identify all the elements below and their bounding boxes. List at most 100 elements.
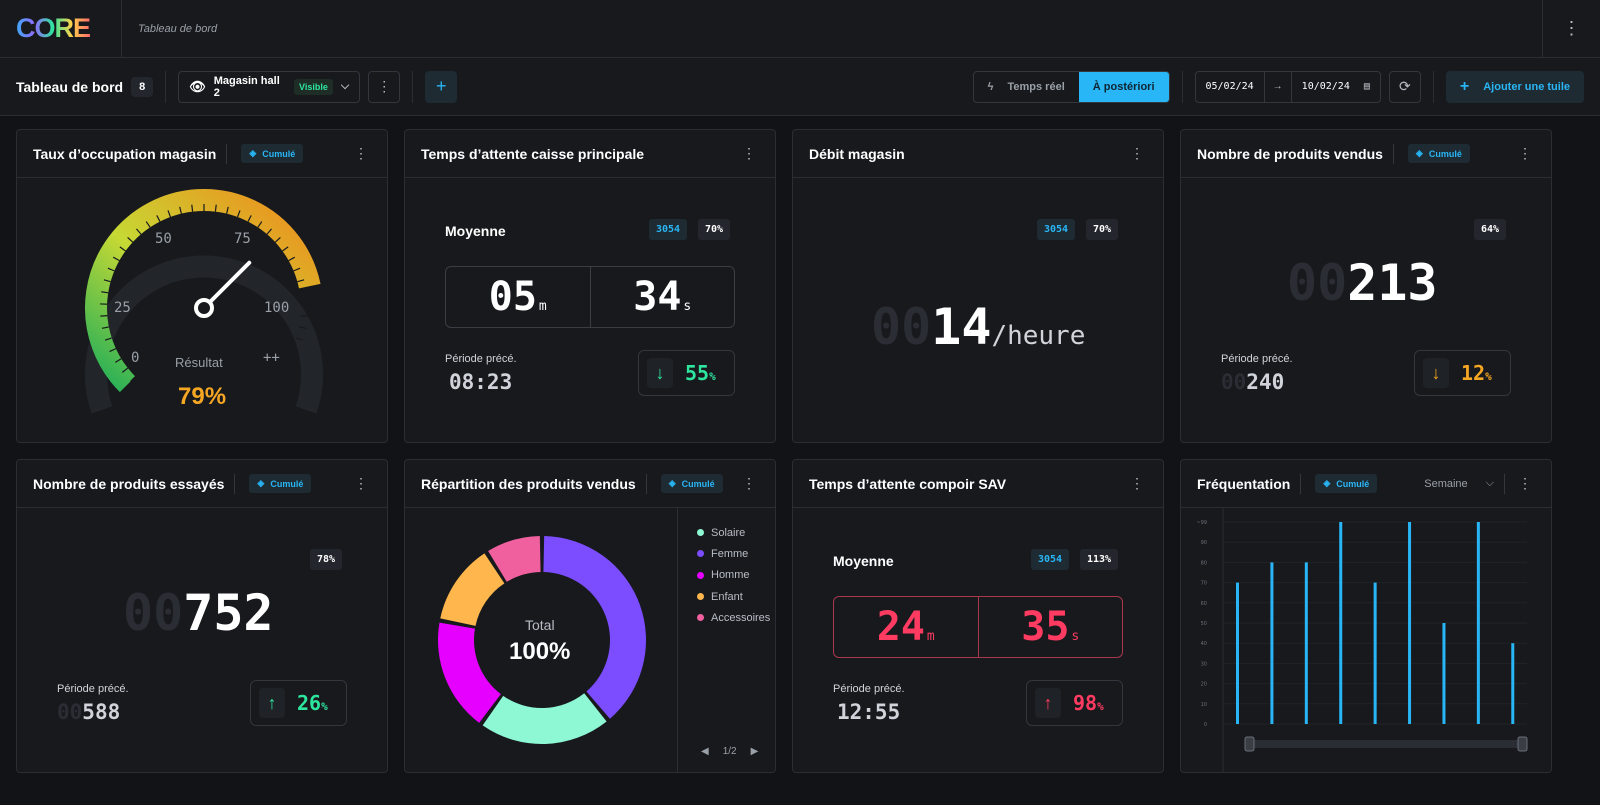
divider — [1392, 143, 1394, 164]
gauge-label-plus: ++ — [263, 350, 280, 366]
y-tick-label: 10 — [1201, 702, 1207, 708]
arrow-right-icon: → — [1263, 71, 1292, 102]
legend-item[interactable]: Enfant — [697, 586, 770, 607]
gauge-label-50: 50 — [155, 231, 172, 247]
y-tick-label: ~99 — [1196, 520, 1207, 526]
cumule-label: Cumulé — [262, 148, 296, 159]
range-scrollbar[interactable] — [1249, 740, 1527, 748]
tile-title: Répartition des produits vendus — [421, 475, 636, 492]
legend-item[interactable]: Homme — [697, 565, 770, 586]
date-to-field[interactable]: 10/02/24 ▤ — [1292, 72, 1380, 102]
divider — [412, 70, 414, 103]
add-button[interactable]: + — [425, 70, 458, 103]
mode-post-label: À postériori — [1092, 80, 1155, 93]
more-vertical-icon[interactable]: ⋮ — [1542, 0, 1600, 58]
tried-number: 752 — [183, 584, 274, 642]
donut-legend: Solaire Femme Homme Enfant Accessoires — [697, 522, 770, 628]
tile-menu-icon[interactable]: ⋮ — [1130, 145, 1144, 161]
tile-title: Temps d’attente compoir SAV — [809, 475, 1007, 492]
gauge-tick — [156, 215, 161, 222]
seconds-display: 34 s — [589, 267, 735, 327]
donut-chart — [438, 536, 646, 744]
gauge-tick — [104, 337, 112, 341]
range-handle-left[interactable] — [1244, 736, 1255, 752]
layers-icon: ◈ — [1415, 148, 1423, 158]
cumule-label: Cumulé — [1336, 478, 1370, 489]
occupation-gauge — [85, 189, 323, 414]
caret-right-icon[interactable]: ▶ — [750, 746, 759, 757]
refresh-icon: ⟳ — [1399, 78, 1411, 94]
percent-pill: 70% — [698, 219, 731, 240]
gauge-tick — [300, 315, 308, 317]
date-from[interactable]: 05/02/24 — [1205, 81, 1254, 92]
period-label: Semaine — [1424, 477, 1468, 490]
tile-menu-icon[interactable]: ⋮ — [1518, 475, 1532, 491]
mode-post-button[interactable]: À postériori — [1078, 71, 1169, 102]
layers-icon: ◈ — [249, 148, 257, 158]
legend-item[interactable]: Solaire — [697, 522, 770, 543]
legend-label: Solaire — [711, 526, 746, 539]
gauge-label-75: 75 — [234, 231, 251, 247]
average-time-box: 05 m 34 s — [445, 266, 735, 328]
minutes-display: 05 m — [446, 267, 590, 327]
minutes-value: 24 — [876, 604, 925, 650]
result-label: Résultat — [175, 355, 223, 370]
gauge-tick — [101, 291, 109, 294]
legend-item[interactable]: Femme — [697, 543, 770, 564]
add-tile-button[interactable]: + Ajouter une tuile — [1445, 70, 1584, 103]
legend-item[interactable]: Accessoires — [697, 607, 770, 628]
mode-realtime-button[interactable]: ϟ Temps réel — [974, 72, 1079, 102]
trend-number: 12 — [1461, 361, 1486, 385]
divider — [645, 473, 647, 494]
date-to: 10/02/24 — [1301, 81, 1350, 92]
gauge-tick — [279, 367, 287, 373]
tile-menu-icon[interactable]: ⋮ — [1130, 475, 1144, 491]
trend-number: 55 — [685, 361, 710, 385]
page-title: Tableau de bord — [138, 22, 218, 35]
store-menu-button[interactable]: ⋮ — [368, 70, 401, 103]
previous-number: 588 — [82, 700, 121, 724]
cumule-badge: ◈ Cumulé — [660, 474, 723, 493]
gauge-label-0: 0 — [131, 350, 140, 366]
more-vertical-icon: ⋮ — [377, 78, 392, 94]
seconds-unit: s — [683, 298, 692, 314]
tile-title: Temps d’attente caisse principale — [421, 145, 645, 162]
layers-icon: ◈ — [1323, 478, 1331, 488]
tile-menu-icon[interactable]: ⋮ — [742, 145, 756, 161]
store-select[interactable]: 👁 Magasin hall 2 Visible ⌵ — [178, 70, 361, 103]
trend-number: 98 — [1073, 691, 1098, 715]
period-select[interactable]: Semaine ⌵ — [1424, 477, 1494, 490]
debit-unit: /heure — [991, 321, 1086, 351]
tile-menu-icon[interactable]: ⋮ — [354, 145, 368, 161]
legend-pager: ◀ 1/2 ▶ — [701, 746, 758, 757]
refresh-button[interactable]: ⟳ — [1388, 70, 1421, 103]
average-label: Moyenne — [833, 553, 894, 569]
gauge-tick — [109, 348, 117, 353]
gauge-tick — [127, 236, 134, 243]
date-range-picker[interactable]: 05/02/24 → 10/02/24 ▤ — [1194, 70, 1381, 103]
gauge-label-25: 25 — [114, 300, 131, 316]
divider — [226, 143, 228, 164]
y-tick-label: 40 — [1201, 641, 1207, 647]
caret-left-icon[interactable]: ◀ — [701, 746, 709, 757]
tile-menu-icon[interactable]: ⋮ — [742, 475, 756, 491]
dashboard-toolbar: Tableau de bord 8 👁 Magasin hall 2 Visib… — [0, 58, 1600, 116]
seconds-display: 35 s — [977, 597, 1123, 657]
gauge-label-100: 100 — [264, 300, 290, 316]
tile-count-badge: 8 — [131, 76, 154, 97]
donut-slice-enfant — [440, 553, 505, 626]
legend-dot — [697, 529, 704, 537]
bar — [1304, 562, 1308, 724]
donut-center-value: 100% — [509, 638, 571, 665]
previous-period-label: Période précé. — [57, 683, 129, 695]
tile-menu-icon[interactable]: ⋮ — [1518, 145, 1532, 161]
range-handle-right[interactable] — [1517, 736, 1528, 752]
logo[interactable]: CORE — [0, 0, 122, 58]
minutes-unit: m — [538, 298, 547, 314]
gauge-tick — [101, 326, 109, 329]
tile-menu-icon[interactable]: ⋮ — [354, 475, 368, 491]
donut-slice-solaire — [482, 693, 607, 744]
visibility-badge: Visible — [294, 78, 333, 95]
legend-divider — [677, 508, 678, 772]
divider — [1432, 70, 1434, 103]
